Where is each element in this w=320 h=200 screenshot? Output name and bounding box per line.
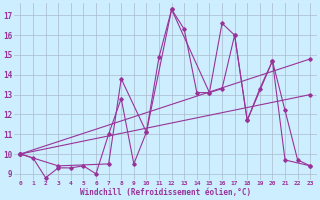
X-axis label: Windchill (Refroidissement éolien,°C): Windchill (Refroidissement éolien,°C) <box>80 188 251 197</box>
